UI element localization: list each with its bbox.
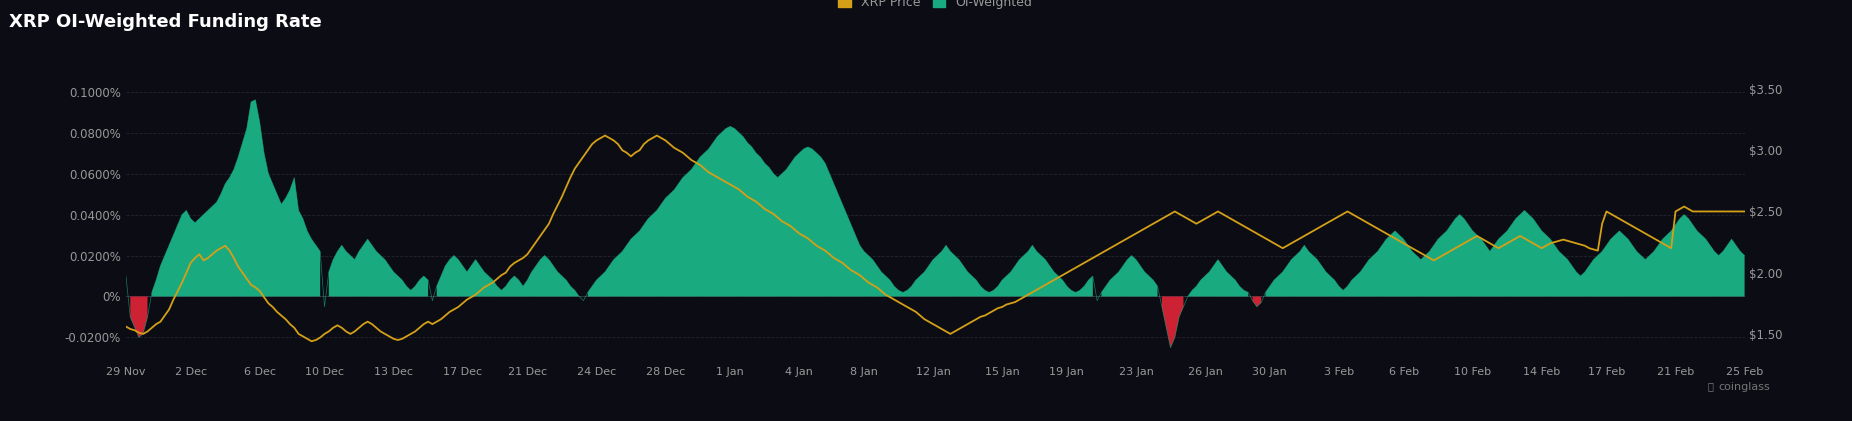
Text: XRP OI-Weighted Funding Rate: XRP OI-Weighted Funding Rate (9, 13, 322, 31)
Text: ⬜: ⬜ (1708, 381, 1713, 392)
Legend: XRP Price, OI-Weighted: XRP Price, OI-Weighted (835, 0, 1035, 11)
Text: coinglass: coinglass (1719, 381, 1771, 392)
